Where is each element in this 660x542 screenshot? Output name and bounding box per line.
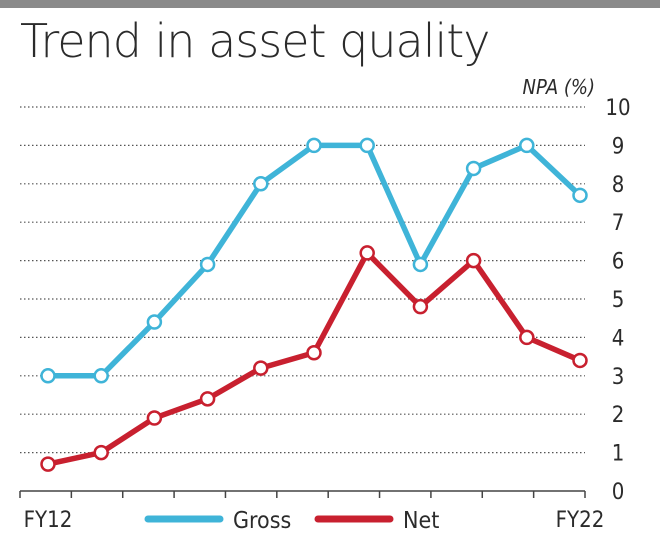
data-point	[359, 137, 375, 154]
x-tick-label: FY22	[556, 508, 605, 533]
data-point	[572, 187, 588, 204]
y-tick-label: 2	[612, 403, 625, 428]
data-point	[93, 368, 109, 384]
legend: Gross Net	[144, 508, 439, 534]
y-axis-ticks: 0 1 2 3 4 5 6 7 8 9 10	[605, 96, 630, 505]
data-point	[253, 176, 269, 192]
y-tick-label: 4	[612, 326, 625, 351]
data-point	[40, 456, 56, 472]
data-point	[519, 329, 535, 346]
y-tick-label: 5	[612, 288, 625, 313]
data-point	[465, 160, 482, 177]
data-point	[465, 252, 482, 269]
series-group	[40, 137, 588, 472]
data-point	[306, 345, 322, 361]
y-tick-label: 8	[612, 173, 625, 198]
data-point	[146, 314, 163, 330]
legend-label: Gross	[233, 508, 291, 534]
y-tick-label: 9	[612, 134, 625, 159]
data-point	[40, 368, 56, 384]
y-tick-label: 10	[605, 96, 630, 121]
data-point	[412, 256, 429, 273]
data-point	[306, 137, 322, 154]
data-point	[199, 391, 216, 407]
x-axis: FY12 FY22	[19, 490, 605, 533]
y-axis-label: NPA (%)	[523, 75, 595, 99]
data-point	[572, 352, 588, 369]
legend-label: Net	[403, 508, 439, 534]
series-gross	[40, 137, 588, 384]
data-point	[253, 360, 269, 376]
y-tick-label: 1	[612, 442, 625, 467]
top-bar	[0, 0, 660, 8]
data-point	[412, 298, 429, 315]
data-point	[359, 245, 375, 261]
y-tick-label: 7	[612, 211, 625, 236]
legend-item-gross: Gross	[144, 508, 291, 534]
series-net	[40, 245, 588, 472]
chart-title: Trend in asset quality	[20, 14, 491, 68]
data-point	[519, 137, 535, 154]
legend-item-net: Net	[314, 508, 439, 534]
y-tick-label: 6	[612, 250, 625, 275]
data-point	[93, 444, 109, 461]
y-tick-label: 3	[612, 365, 625, 390]
x-tick-label: FY12	[24, 508, 73, 533]
data-point	[146, 410, 163, 426]
data-point	[199, 256, 216, 273]
y-tick-label: 0	[612, 480, 625, 505]
